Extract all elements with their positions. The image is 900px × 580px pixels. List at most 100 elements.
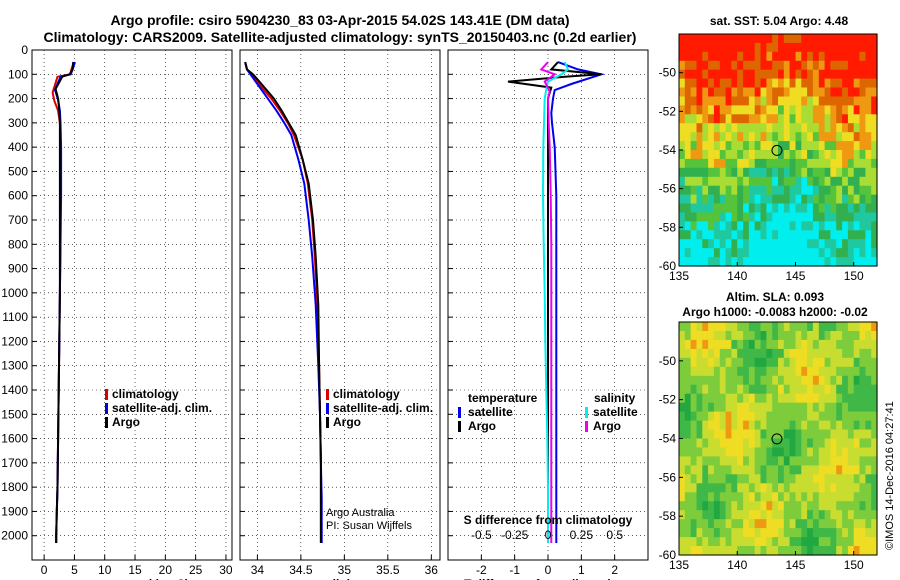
map-cell [684,141,692,151]
map-cell [865,87,872,97]
map-cell [725,447,732,458]
y-tick-label: -56 [659,182,677,196]
map-cell [847,339,855,350]
map-cell [754,42,762,53]
map-cell [702,51,709,62]
map-cell [795,438,802,449]
map-cell [795,528,802,538]
map-cell [812,402,820,413]
map-cell [731,132,738,142]
map-cell [871,114,878,124]
map-cell [789,492,796,502]
map-cell [772,384,779,395]
map-cell [743,248,750,258]
map-cell [713,105,721,115]
map-cell [690,483,697,493]
map-cell [812,528,820,538]
map-cell [754,510,762,520]
map-cell [812,194,820,205]
map-cell [679,42,686,53]
map-cell [748,150,756,160]
map-cell [725,34,732,44]
map-cell [871,194,878,205]
map-cell [754,465,762,475]
map-cell [713,158,721,169]
map-cell [778,194,785,205]
map-cell [760,393,767,404]
map-cell [871,185,878,196]
map-cell [789,411,796,422]
map-cell [772,331,779,341]
map-cell [702,239,709,249]
series-line-t-argo [507,61,602,543]
map-cell [684,501,692,511]
map-cell [853,474,861,484]
map-cell [748,87,756,97]
map-cell [766,150,773,160]
map-cell [871,230,878,240]
map-cell [731,331,738,341]
map-cell [830,429,837,440]
map-cell [795,348,802,359]
map-cell [859,194,866,205]
map-cell [830,510,837,520]
map-cell [801,69,808,80]
map-cell [836,167,843,178]
map-cell [760,537,767,547]
map-cell [690,132,697,142]
map-cell [743,176,750,187]
map-cell [743,322,750,332]
map-cell [725,339,732,350]
map-cell [824,114,831,124]
map-cell [836,339,843,350]
map-cell [807,158,814,169]
map-cell [842,132,849,142]
map-cell [743,141,750,151]
map-cell [871,42,878,53]
map-cell [807,132,814,142]
legend-swatch [105,389,108,400]
map-cell [859,105,866,115]
map-cell [818,69,826,80]
map-cell [836,429,843,440]
map-cell [690,429,697,440]
legend-title-temperature: temperature [468,391,538,405]
map-cell [818,537,826,547]
map-cell [702,132,709,142]
map-cell [824,158,831,169]
map-cell [853,366,861,377]
map-cell [743,402,750,413]
map-cell [795,447,802,458]
map-cell [725,158,732,169]
map-cell [818,519,826,529]
map-cell [830,185,837,196]
map-cell [824,150,831,160]
map-cell [789,69,796,80]
map-cell [690,501,697,511]
map-cell [795,357,802,368]
map-cell [789,438,796,449]
map-cell [748,34,756,44]
y-tick-label: -54 [659,432,677,446]
map-cell [731,384,738,395]
map-cell [801,447,808,458]
map-cell [754,34,762,44]
map-cell [789,384,796,395]
map-cell [760,375,767,386]
map-cell [760,519,767,529]
map-cell [766,194,773,205]
map-cell [772,492,779,502]
map-cell [853,69,861,80]
map-cell [772,194,779,205]
map-cell [836,393,843,404]
map-cell [743,167,750,178]
map-cell [737,339,744,350]
map-cell [708,230,715,240]
map-cell [690,248,697,258]
map-cell [783,239,791,249]
map-cell [754,384,762,395]
map-cell [737,248,744,258]
map-cell [719,375,727,386]
map-cell [865,248,872,258]
map-cell [853,438,861,449]
